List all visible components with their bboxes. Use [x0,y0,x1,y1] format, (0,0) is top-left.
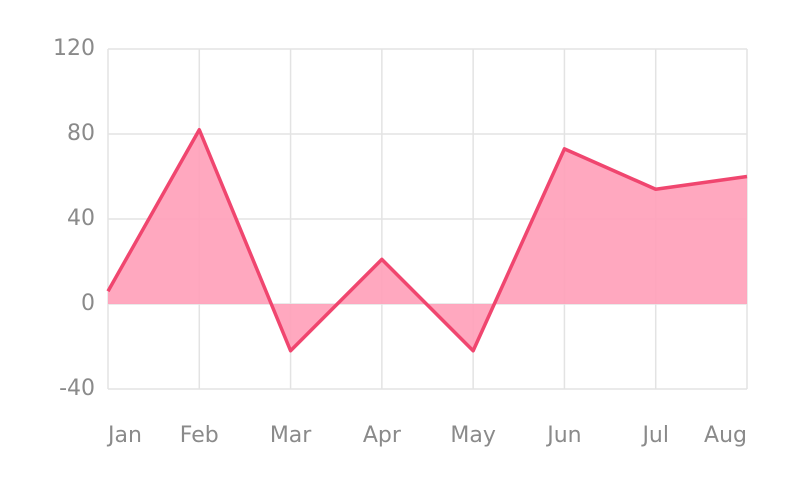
x-tick-label: Jul [640,423,669,448]
x-tick-label: Apr [363,423,402,448]
y-tick-label: 120 [53,36,95,61]
x-tick-label: Feb [180,423,219,448]
x-tick-label: Aug [704,423,747,448]
y-tick-label: 80 [67,121,95,146]
area [108,129,747,351]
y-tick-label: -40 [59,376,95,401]
x-tick-label: Jun [545,423,581,448]
x-tick-label: May [450,423,495,448]
x-tick-label: Jan [106,423,142,448]
y-tick-label: 0 [81,291,95,316]
y-tick-label: 40 [67,206,95,231]
line [106,128,748,353]
x-tick-label: Mar [270,423,312,448]
